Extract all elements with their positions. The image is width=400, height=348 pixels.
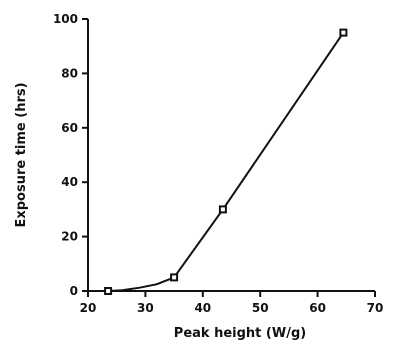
series-line-0 (108, 32, 345, 292)
y-tick-label-20: 20 (61, 230, 78, 244)
x-axis-title: Peak height (W/g) (174, 326, 306, 341)
data-point-2 (218, 205, 227, 214)
data-point-0 (104, 287, 113, 295)
data-point-3 (339, 28, 348, 37)
x-tick-label-40: 40 (194, 301, 211, 315)
y-tick-label-40: 40 (61, 175, 78, 189)
x-tick-label-60: 60 (309, 301, 326, 315)
axes (87, 19, 375, 292)
x-tick-label-20: 20 (80, 301, 97, 315)
y-axis-title: Exposure time (hrs) (14, 82, 29, 227)
y-tick-label-80: 80 (61, 66, 78, 80)
x-tick-label-50: 50 (252, 301, 269, 315)
plot-area (104, 28, 348, 295)
x-tick-label-30: 30 (137, 301, 154, 315)
y-tick-label-0: 0 (70, 284, 78, 298)
data-point-1 (170, 273, 179, 282)
x-tick-label-70: 70 (367, 301, 384, 315)
y-tick-label-100: 100 (53, 12, 78, 26)
y-tick-label-60: 60 (61, 121, 78, 135)
